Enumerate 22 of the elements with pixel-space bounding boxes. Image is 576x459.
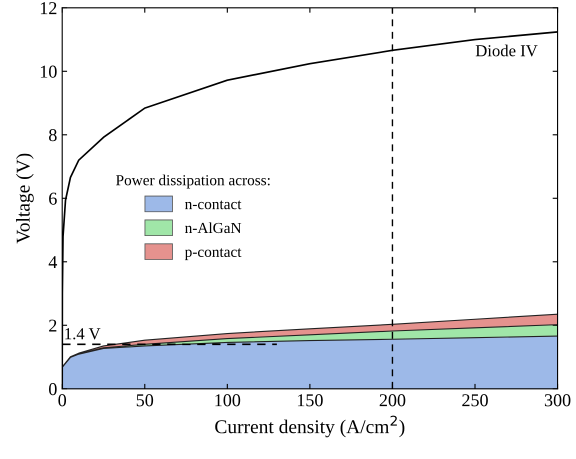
x-tick-label: 300 xyxy=(544,394,570,406)
y-axis-title: Voltage (V) xyxy=(16,154,34,244)
y-tick-label: 6 xyxy=(49,192,57,205)
y-tick-label: 2 xyxy=(49,320,56,332)
y-tick-label: 10 xyxy=(40,66,57,78)
series-label: Diode IV xyxy=(476,44,538,56)
y-tick-label: 4 xyxy=(48,256,58,268)
x-tick-label: 250 xyxy=(462,394,488,406)
y-tick-label: 12 xyxy=(40,2,56,14)
legend-label: p-contact xyxy=(184,248,242,260)
y-tick-label: 8 xyxy=(49,129,57,142)
x-tick-label: 0 xyxy=(58,394,66,406)
x-tick-label: 50 xyxy=(136,394,154,406)
legend-label: n-AlGaN xyxy=(185,222,242,234)
legend-label: n-contact xyxy=(185,200,242,210)
x-axis-title: Current density (A/cm$^{2}$) xyxy=(215,416,404,438)
annotation: 1.4 V xyxy=(65,328,100,340)
x-tick-label: 100 xyxy=(215,394,240,406)
legend-title: Power dissipation across: xyxy=(116,174,270,188)
y-tick-label: 0 xyxy=(49,383,57,396)
x-tick-label: 150 xyxy=(298,394,323,406)
x-tick-label: 200 xyxy=(380,394,406,406)
